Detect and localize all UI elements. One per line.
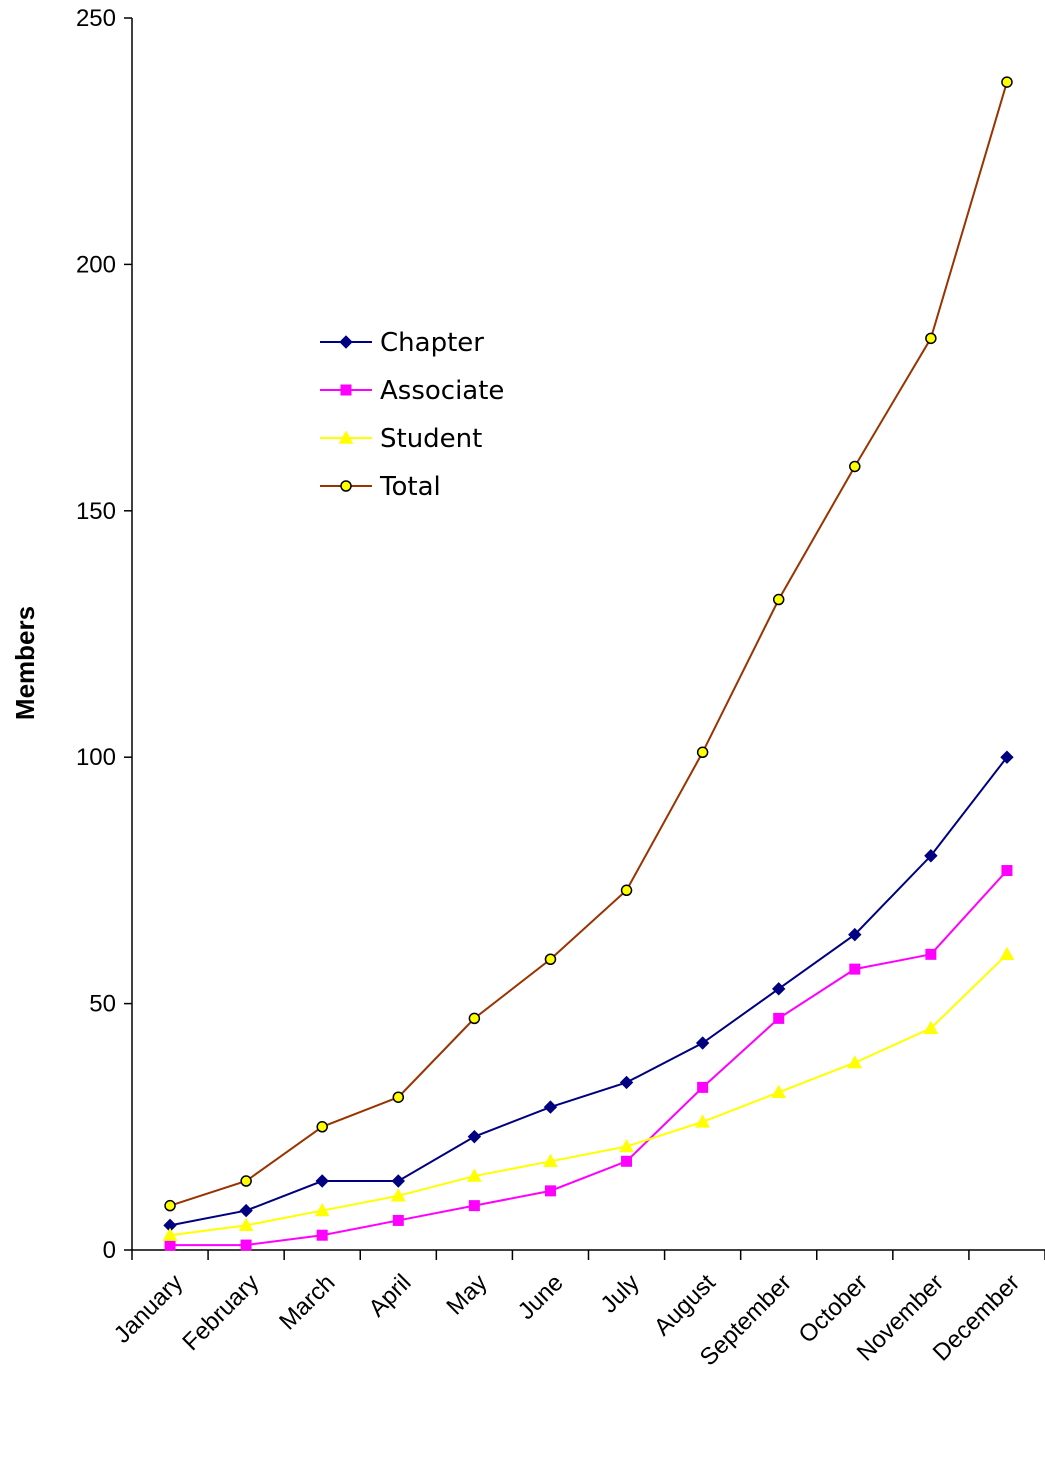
- legend-item-student: Student: [320, 424, 482, 454]
- data-point-associate: [697, 1081, 709, 1093]
- x-tick-label: March: [274, 1269, 340, 1335]
- data-point-associate: [316, 1229, 328, 1241]
- y-tick-label: 0: [103, 1237, 116, 1264]
- data-point-chapter: [1000, 750, 1014, 764]
- legend-marker-chapter: [339, 335, 353, 349]
- data-point-total: [849, 460, 861, 473]
- data-point-student: [619, 1138, 634, 1153]
- data-point-student: [771, 1084, 787, 1099]
- series-associate: [164, 865, 1013, 1251]
- y-axis: 0 50 100 150 200 250: [76, 5, 133, 1264]
- legend-item-total: Total: [320, 472, 441, 502]
- data-point-total: [772, 593, 785, 606]
- data-point-chapter: [239, 1203, 253, 1218]
- y-axis-title: Members: [10, 606, 40, 720]
- y-tick-label: 250: [76, 5, 116, 32]
- data-point-student: [695, 1114, 710, 1128]
- data-point-student: [314, 1203, 330, 1217]
- series-student: [162, 946, 1015, 1241]
- data-point-associate: [621, 1155, 633, 1167]
- data-point-associate: [773, 1012, 785, 1024]
- series-line-total: [169, 81, 1008, 1207]
- legend-label-total: Total: [379, 472, 441, 502]
- data-point-chapter: [619, 1075, 634, 1090]
- data-point-total: [925, 332, 937, 345]
- data-point-chapter: [315, 1174, 329, 1188]
- data-point-associate: [392, 1214, 404, 1226]
- series-line-chapter: [169, 756, 1008, 1227]
- legend-label-student: Student: [380, 424, 482, 454]
- data-point-chapter: [848, 927, 862, 942]
- data-point-total: [240, 1175, 252, 1187]
- data-point-associate: [849, 963, 861, 975]
- data-point-total: [392, 1091, 405, 1103]
- x-tick-label: June: [513, 1269, 569, 1325]
- data-point-total: [620, 884, 633, 897]
- series-line-student: [169, 953, 1008, 1237]
- data-point-student: [847, 1055, 863, 1069]
- data-point-chapter: [391, 1174, 405, 1188]
- y-tick-label: 50: [89, 991, 116, 1018]
- legend-item-chapter: Chapter: [320, 328, 484, 358]
- legend: Chapter Associate Student Total: [320, 328, 504, 502]
- legend-marker-student: [338, 430, 354, 444]
- data-point-associate: [544, 1185, 556, 1197]
- data-point-total: [1001, 76, 1013, 88]
- data-point-associate: [468, 1200, 480, 1212]
- data-point-associate: [164, 1239, 176, 1251]
- data-point-associate: [925, 948, 937, 960]
- y-tick-label: 150: [76, 498, 116, 525]
- x-tick-label: February: [177, 1269, 264, 1356]
- data-point-chapter: [543, 1100, 558, 1114]
- legend-marker-total: [340, 480, 352, 492]
- x-tick-label: April: [363, 1269, 416, 1322]
- data-point-total: [316, 1121, 328, 1133]
- data-point-student: [238, 1217, 254, 1232]
- data-point-chapter: [695, 1036, 710, 1050]
- data-point-student: [467, 1168, 482, 1182]
- legend-marker-associate: [340, 384, 352, 396]
- legend-item-associate: Associate: [320, 376, 504, 406]
- data-point-student: [390, 1188, 406, 1202]
- y-tick-label: 100: [76, 744, 116, 771]
- y-tick-label: 200: [76, 251, 116, 278]
- data-point-chapter: [467, 1129, 482, 1144]
- data-point-total: [164, 1199, 176, 1212]
- data-point-total: [696, 746, 709, 759]
- data-point-student: [999, 946, 1015, 961]
- data-point-student: [543, 1153, 558, 1167]
- x-tick-label: July: [596, 1269, 645, 1318]
- x-tick-label: May: [441, 1269, 492, 1320]
- data-point-total: [468, 1012, 481, 1025]
- x-tick-label: August: [649, 1269, 721, 1341]
- data-point-total: [544, 953, 557, 965]
- series-line-associate: [170, 869, 1008, 1247]
- data-point-chapter: [924, 849, 938, 863]
- data-point-student: [923, 1020, 939, 1034]
- data-point-associate: [240, 1239, 252, 1251]
- series-layer: [162, 76, 1015, 1251]
- data-point-associate: [1001, 865, 1013, 877]
- data-point-chapter: [772, 982, 786, 996]
- legend-label-associate: Associate: [380, 376, 504, 406]
- data-point-student: [162, 1227, 178, 1241]
- legend-label-chapter: Chapter: [380, 328, 484, 358]
- series-total: [164, 76, 1013, 1212]
- series-chapter: [163, 750, 1014, 1233]
